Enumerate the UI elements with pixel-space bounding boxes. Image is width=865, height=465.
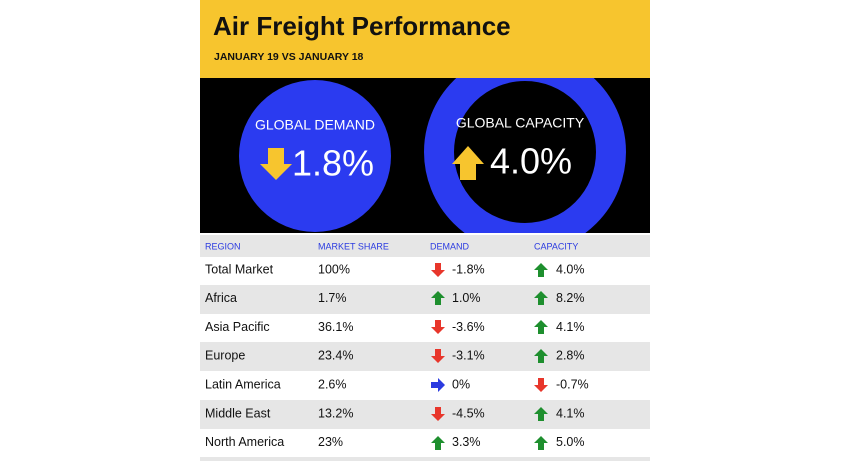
share-cell: 2.6% — [318, 377, 347, 391]
up-arrow — [452, 146, 484, 180]
region-cell: Asia Pacific — [205, 320, 270, 334]
highlight-label: GLOBAL CAPACITY — [456, 115, 585, 131]
share-cell: 23.4% — [318, 349, 353, 363]
demand-cell: -4.5% — [452, 406, 485, 420]
row-bg — [200, 285, 650, 314]
up-arrow — [534, 263, 548, 277]
capacity-cell: 8.2% — [556, 291, 585, 305]
table: REGION MARKET SHARE DEMAND CAPACITY Tota… — [200, 235, 650, 461]
region-cell: Europe — [205, 349, 245, 363]
column-header: DEMAND — [430, 241, 470, 251]
table-header-bg — [200, 235, 650, 257]
highlight-value: 1.8% — [292, 143, 374, 184]
highlight-value: 4.0% — [490, 141, 572, 182]
capacity-cell: 4.1% — [556, 320, 585, 334]
demand-cell: 1.0% — [452, 291, 481, 305]
table-bottom — [200, 457, 650, 461]
highlight-label: GLOBAL DEMAND — [255, 117, 375, 133]
share-cell: 23% — [318, 435, 343, 449]
capacity-cell: 4.0% — [556, 262, 585, 276]
region-cell: Total Market — [205, 262, 274, 276]
title: Air Freight Performance — [213, 11, 511, 41]
region-cell: Africa — [205, 291, 237, 305]
down-arrow — [431, 320, 445, 334]
capacity-ring — [424, 78, 626, 233]
demand-cell: -3.1% — [452, 349, 485, 363]
down-arrow — [431, 263, 445, 277]
table-body: Total Market 100% -1.8% 4.0% Africa 1.7% 1.0% 8… — [205, 262, 589, 449]
header-bg — [200, 0, 650, 78]
region-cell: Latin America — [205, 377, 281, 391]
share-cell: 1.7% — [318, 291, 347, 305]
demand-cell: -1.8% — [452, 262, 485, 276]
row-bg — [200, 400, 650, 429]
down-arrow — [534, 378, 548, 392]
share-cell: 36.1% — [318, 320, 353, 334]
share-cell: 13.2% — [318, 406, 353, 420]
row-bg — [200, 342, 650, 371]
up-arrow — [534, 436, 548, 450]
up-arrow — [431, 436, 445, 450]
region-cell: North America — [205, 435, 284, 449]
subtitle: JANUARY 19 VS JANUARY 18 — [214, 51, 364, 63]
region-cell: Middle East — [205, 406, 271, 420]
down-arrow — [260, 148, 292, 180]
capacity-cell: 4.1% — [556, 406, 585, 420]
capacity-cell: 5.0% — [556, 435, 585, 449]
right-arrow — [431, 378, 445, 392]
capacity-cell: -0.7% — [556, 377, 589, 391]
up-arrow — [534, 320, 548, 334]
demand-cell: 0% — [452, 377, 470, 391]
demand-cell: -3.6% — [452, 320, 485, 334]
column-header: REGION — [205, 241, 241, 251]
column-header: CAPACITY — [534, 241, 578, 251]
column-header: MARKET SHARE — [318, 241, 389, 251]
share-cell: 100% — [318, 262, 350, 276]
capacity-cell: 2.8% — [556, 349, 585, 363]
demand-circle — [239, 80, 391, 232]
demand-cell: 3.3% — [452, 435, 481, 449]
